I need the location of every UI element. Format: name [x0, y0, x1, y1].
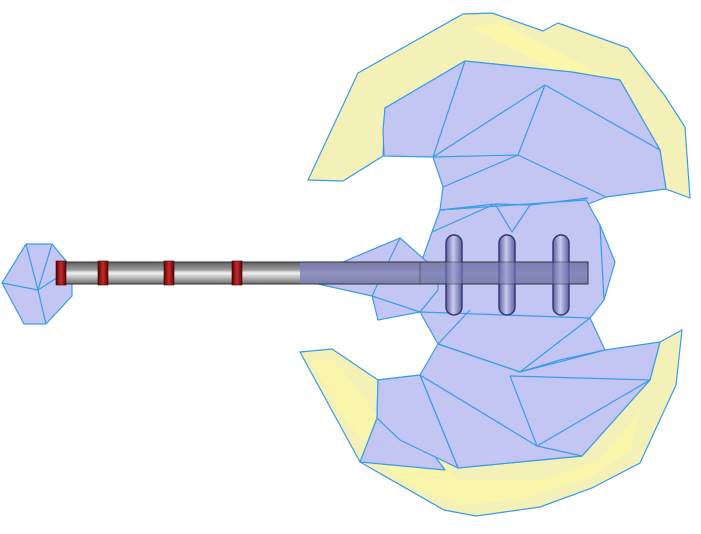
grip-band [55, 260, 67, 286]
shaft-overlay [419, 261, 589, 285]
lower-blade [359, 341, 661, 471]
grip-bands [55, 260, 243, 286]
grip-band [97, 260, 109, 286]
pommel [1, 243, 73, 325]
grip-band [231, 260, 243, 286]
grip-band [163, 260, 175, 286]
